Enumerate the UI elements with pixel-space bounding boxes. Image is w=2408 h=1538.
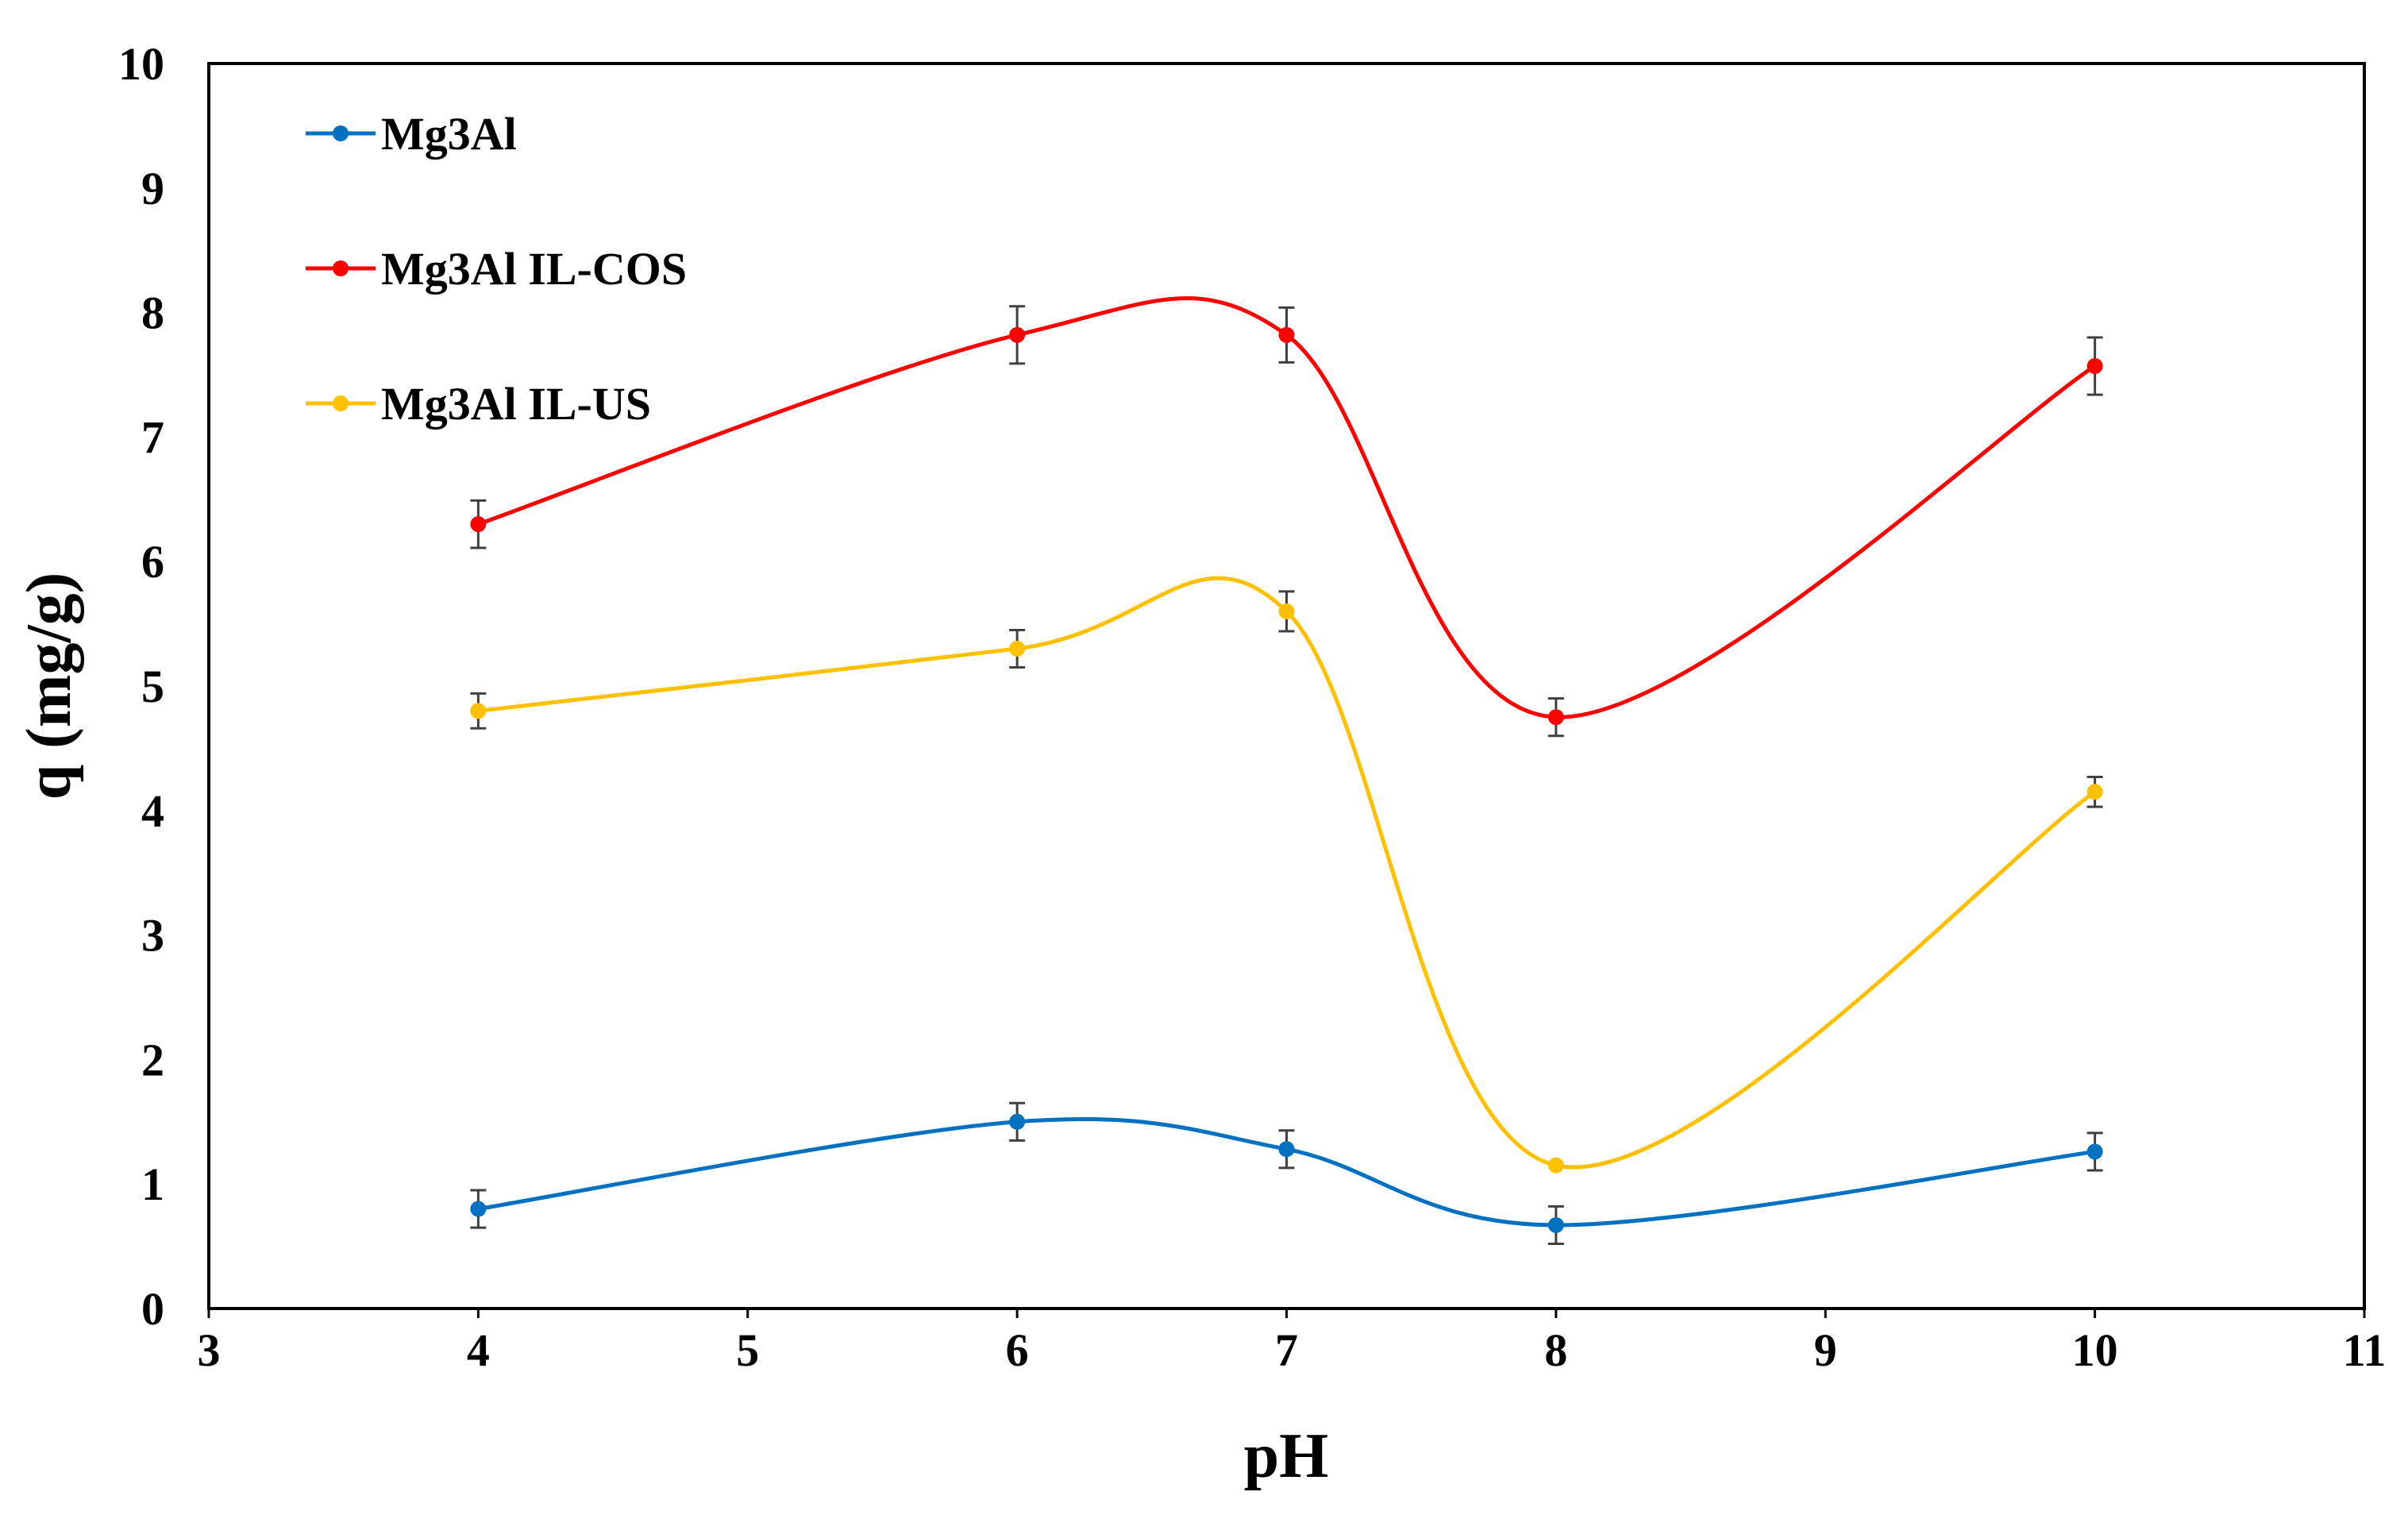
legend-swatch-marker: [333, 260, 349, 276]
y-axis-title: q (mg/g): [14, 572, 84, 800]
series-line: [477, 296, 2096, 719]
series-1: [470, 296, 2103, 738]
y-tick-label: 0: [141, 1283, 164, 1335]
data-point: [1278, 326, 1295, 343]
x-axis-title: pH: [1244, 1421, 1329, 1491]
data-point: [2086, 784, 2103, 800]
y-tick-label: 10: [118, 38, 164, 90]
y-tick-label: 1: [141, 1158, 164, 1210]
data-point: [1009, 640, 1026, 657]
x-tick-label: 5: [736, 1324, 759, 1376]
y-tick-label: 3: [141, 910, 164, 962]
data-point: [470, 703, 487, 719]
x-tick-label: 3: [198, 1324, 221, 1376]
data-point: [2086, 1143, 2103, 1160]
y-tick-label: 9: [141, 163, 164, 214]
x-tick-label: 6: [1006, 1324, 1029, 1376]
legend-entry: Mg3Al IL-COS: [306, 243, 687, 295]
series-0: [470, 1101, 2103, 1245]
legend-swatch-marker: [333, 395, 349, 411]
data-point: [470, 1201, 487, 1217]
data-point: [2086, 358, 2103, 375]
data-point: [1009, 326, 1026, 343]
x-tick-label: 11: [2343, 1324, 2387, 1376]
legend-label: Mg3Al IL-COS: [381, 243, 687, 295]
data-point: [470, 516, 487, 533]
legend-label: Mg3Al: [381, 108, 517, 160]
data-point: [1547, 709, 1564, 726]
legend-label: Mg3Al IL-US: [381, 378, 651, 430]
y-tick-label: 2: [141, 1034, 164, 1085]
y-tick-label: 7: [141, 411, 164, 463]
x-tick-label: 8: [1544, 1324, 1567, 1376]
series-line: [478, 576, 2097, 1170]
x-tick-label: 9: [1814, 1324, 1837, 1376]
data-point: [1547, 1216, 1564, 1233]
legend-swatch-marker: [333, 125, 349, 141]
y-tick-label: 8: [141, 287, 164, 339]
x-tick-label: 10: [2072, 1324, 2118, 1376]
x-tick-label: 4: [467, 1324, 490, 1376]
data-point: [1547, 1157, 1564, 1174]
data-point: [1009, 1113, 1026, 1130]
data-point: [1278, 1141, 1295, 1158]
series-2: [470, 576, 2103, 1174]
y-tick-label: 6: [141, 536, 164, 588]
data-point: [1278, 603, 1295, 619]
y-tick-label: 4: [141, 785, 164, 837]
legend-entry: Mg3Al IL-US: [306, 378, 651, 430]
y-tick-label: 5: [141, 661, 164, 712]
legend-entry: Mg3Al: [306, 108, 517, 160]
x-tick-label: 7: [1275, 1324, 1298, 1376]
